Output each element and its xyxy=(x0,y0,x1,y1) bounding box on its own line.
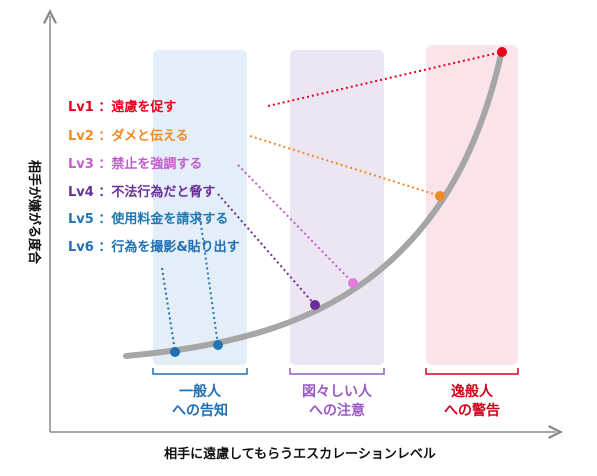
connector-lv2 xyxy=(199,217,219,346)
connector-lv5 xyxy=(249,135,441,197)
zone-background-extraordinary xyxy=(426,45,518,365)
zone-label-cheeky-line1: 図々しい人 xyxy=(302,383,373,400)
zone-label-cheeky-line2: への注意 xyxy=(309,402,365,419)
dot-lv6 xyxy=(497,47,507,57)
x-axis-label: 相手に遠慮してもらうエスカレーションレベル xyxy=(164,446,436,462)
dot-lv2 xyxy=(213,340,223,350)
zone-label-extraordinary-line2: への警告 xyxy=(444,402,500,419)
zone-label-extraordinary-line1: 逸般人 xyxy=(451,383,494,400)
y-axis-label: 相手が嫌がる度合 xyxy=(26,160,42,265)
dot-lv3 xyxy=(310,300,320,310)
dot-lv5 xyxy=(435,191,445,201)
dot-lv4 xyxy=(348,278,358,288)
level-label-lv5: Lv2 ：ダメと伝える xyxy=(68,128,189,144)
level-label-lv6: Lv1 ：遠慮を促す xyxy=(68,99,176,115)
zone-bracket-general xyxy=(152,368,248,375)
connector-lv1 xyxy=(161,267,176,352)
connector-lv6 xyxy=(267,51,503,107)
level-label-lv3: Lv4 ：不法行為だと脅す xyxy=(68,184,215,200)
zone-label-general-line2: への告知 xyxy=(172,402,228,419)
level-label-lv4: Lv3 ：禁止を強調する xyxy=(68,156,202,172)
zone-label-general-line1: 一般人 xyxy=(179,383,222,400)
level-label-lv2: Lv5 ：使用料金を請求する xyxy=(68,211,228,227)
zone-bracket-extraordinary xyxy=(425,368,519,375)
escalation-curve xyxy=(123,47,505,359)
zone-bracket-cheeky xyxy=(289,368,385,375)
dot-lv1 xyxy=(170,347,180,357)
level-label-lv1: Lv6 ：行為を撮影&貼り出す xyxy=(68,239,240,255)
zone-background-general xyxy=(153,50,247,365)
